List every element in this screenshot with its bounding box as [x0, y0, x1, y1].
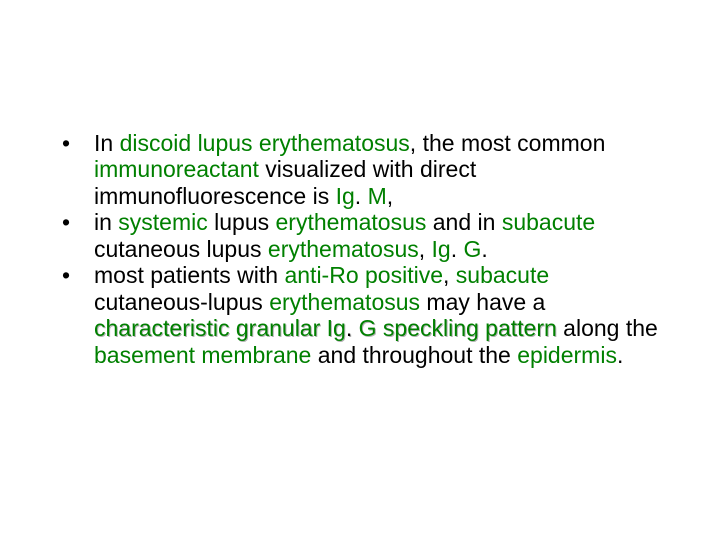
slide: •In discoid lupus erythematosus, the mos… [60, 130, 660, 368]
bullet-item: • in systemic lupus erythematosus and in… [60, 209, 660, 262]
bullet-item: •In discoid lupus erythematosus, the mos… [60, 130, 660, 209]
text-run: cutaneous-lupus [94, 289, 269, 315]
text-run: in [94, 209, 118, 235]
text-run: erythematosus [269, 289, 420, 315]
text-run: . [451, 236, 464, 262]
bullet-dot-icon: • [60, 209, 94, 235]
text-run: systemic [118, 209, 207, 235]
text-run: Ig [327, 315, 346, 341]
text-run: In [94, 130, 120, 156]
bullet-list: •In discoid lupus erythematosus, the mos… [60, 130, 660, 368]
bullet-item: • most patients with anti-Ro positive, s… [60, 262, 660, 368]
text-run: discoid lupus erythematosus [120, 130, 410, 156]
text-run: subacute [502, 209, 595, 235]
text-run: , [387, 183, 393, 209]
text-run: may have a [420, 289, 545, 315]
text-run: anti-Ro positive [284, 262, 443, 288]
text-run: M [368, 183, 387, 209]
text-run: Ig [432, 236, 451, 262]
text-run: epidermis [517, 342, 617, 368]
text-run: and in [426, 209, 501, 235]
text-run: . [617, 342, 623, 368]
text-run: lupus [208, 209, 276, 235]
text-run: subacute [456, 262, 549, 288]
text-run: G [464, 236, 482, 262]
bullet-dot-icon: • [60, 262, 94, 288]
bullet-text: in systemic lupus erythematosus and in s… [94, 209, 660, 262]
bullet-text: In discoid lupus erythematosus, the most… [94, 130, 660, 209]
text-run: cutaneous lupus [94, 236, 268, 262]
text-run: basement membrane [94, 342, 311, 368]
bullet-text: most patients with anti-Ro positive, sub… [94, 262, 660, 368]
text-run: most patients with [94, 262, 284, 288]
text-run: Ig [336, 183, 355, 209]
text-run: . [481, 236, 487, 262]
text-run: immunoreactant [94, 156, 259, 182]
text-run: characteristic granular [94, 315, 327, 341]
text-run: erythematosus [268, 236, 419, 262]
text-run: along the [557, 315, 658, 341]
text-run: , the most common [410, 130, 606, 156]
text-run: . [346, 315, 359, 341]
bullet-dot-icon: • [60, 130, 94, 156]
text-run: . [355, 183, 368, 209]
text-run: erythematosus [276, 209, 427, 235]
text-run: , [419, 236, 432, 262]
text-run: G speckling pattern [359, 315, 557, 341]
text-run: , [443, 262, 456, 288]
text-run: and throughout the [311, 342, 517, 368]
